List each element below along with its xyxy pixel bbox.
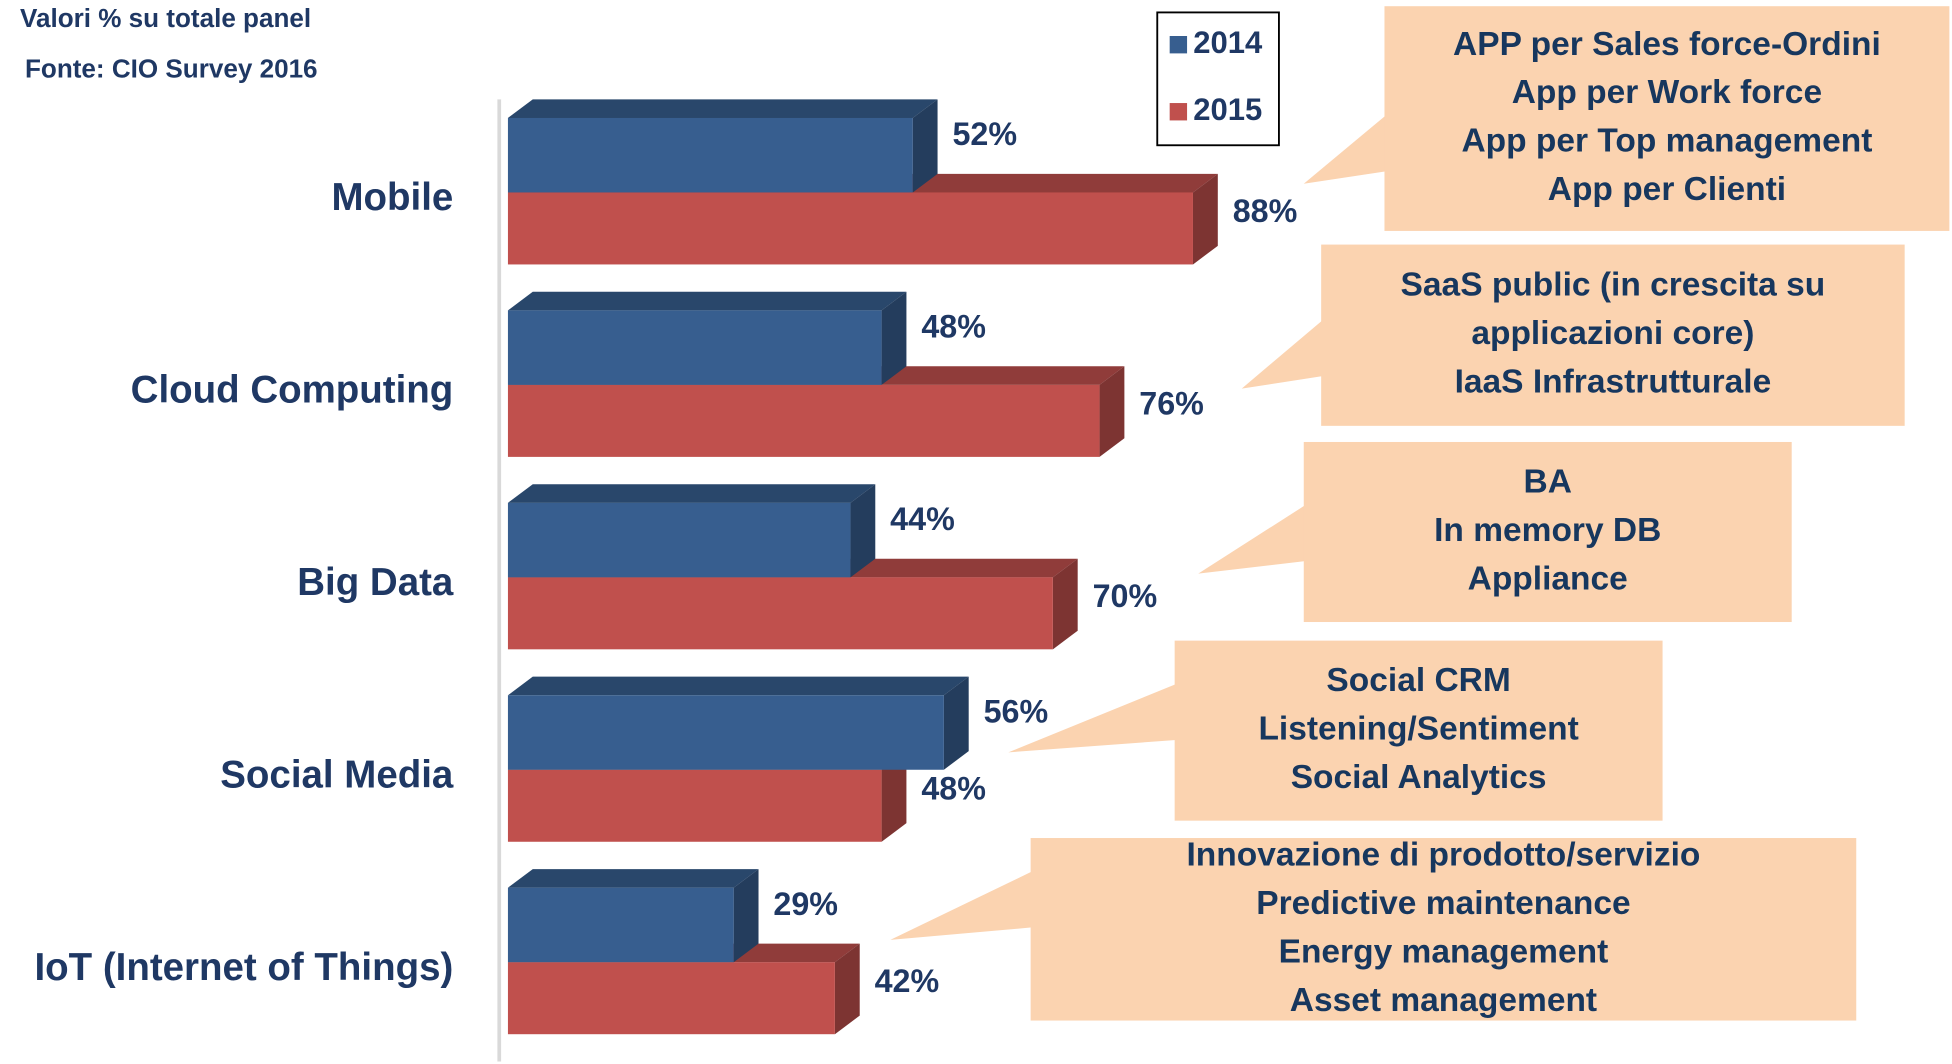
callout-text: SaaS public (in crescita su: [1401, 267, 1826, 304]
callout-text: APP per Sales force-Ordini: [1453, 26, 1881, 63]
bar-side: [1052, 558, 1078, 650]
callout-box: [1174, 640, 1663, 821]
bar-front: [507, 384, 1100, 457]
bar: [507, 291, 907, 385]
callout-text: Social CRM: [1326, 662, 1510, 699]
bar-front: [507, 769, 882, 842]
callout-pointer: [1198, 505, 1306, 574]
category-label: IoT (Internet of Things): [34, 946, 453, 989]
bar-side: [850, 484, 876, 578]
bar-side: [834, 943, 860, 1035]
value-label: 70%: [1093, 578, 1158, 614]
category-label: Big Data: [297, 561, 454, 604]
callout-text: App per Work force: [1512, 74, 1822, 111]
category-label: Social Media: [220, 753, 454, 796]
bar-top: [507, 291, 907, 311]
callout-box: [1303, 441, 1792, 623]
bar-top: [507, 99, 938, 118]
bar: [507, 99, 938, 193]
callout-text: Social Analytics: [1291, 759, 1547, 796]
callout-pointer: [890, 871, 1032, 940]
legend-label: 2014: [1193, 25, 1263, 60]
bar-top: [507, 484, 876, 503]
bar-side: [1192, 173, 1218, 265]
callout-pointer: [1303, 115, 1386, 184]
source: Fonte: CIO Survey 2016: [25, 54, 318, 84]
category-label: Mobile: [331, 176, 453, 219]
callout-text: Asset management: [1290, 982, 1597, 1019]
bar: [507, 484, 876, 578]
bar-side: [881, 751, 907, 842]
bar: [507, 676, 969, 770]
legend-box: [1156, 11, 1280, 147]
value-label: 29%: [773, 886, 838, 922]
callout-text: App per Top management: [1461, 123, 1872, 160]
bar-side: [1099, 366, 1125, 457]
bar-front: [507, 310, 882, 385]
value-label: 42%: [875, 963, 940, 999]
callout-box: [1384, 6, 1950, 231]
bar-top: [507, 676, 969, 696]
callout-text: App per Clienti: [1548, 171, 1786, 208]
bar-side: [733, 869, 759, 963]
callout-text: Listening/Sentiment: [1258, 711, 1578, 748]
bar-front: [507, 502, 851, 578]
bar-side: [912, 99, 938, 193]
bar-side: [881, 291, 907, 385]
bar-side: [943, 676, 969, 770]
callout-text: Predictive maintenance: [1256, 885, 1630, 922]
callout-pointer: [1008, 684, 1176, 753]
bar-front: [507, 192, 1193, 265]
bar-front: [507, 695, 944, 770]
callout-box: [1321, 244, 1905, 426]
callout-text: IaaS Infrastrutturale: [1455, 363, 1772, 400]
value-label: 52%: [952, 116, 1017, 152]
callout-text: applicazioni core): [1471, 315, 1754, 352]
category-label: Cloud Computing: [131, 368, 454, 411]
subtitle: Valori % su totale panel: [20, 3, 311, 33]
bar-front: [507, 887, 734, 963]
value-label: 48%: [921, 309, 986, 345]
callout-text: Energy management: [1279, 933, 1609, 970]
bar-front: [507, 117, 913, 193]
callout-text: Appliance: [1468, 560, 1628, 597]
bar-front: [507, 962, 835, 1035]
bar-front: [507, 577, 1053, 650]
bar: [507, 869, 759, 963]
value-label: 48%: [921, 770, 986, 806]
value-label: 88%: [1233, 193, 1298, 229]
value-label: 56%: [984, 693, 1049, 729]
callout-text: Innovazione di prodotto/servizio: [1186, 837, 1700, 874]
bar-top: [507, 869, 759, 888]
callout-text: BA: [1524, 463, 1572, 500]
legend-swatch: [1169, 36, 1188, 54]
value-label: 44%: [890, 501, 955, 537]
callout-pointer: [1241, 320, 1323, 389]
callout-text: In memory DB: [1434, 512, 1661, 549]
value-label: 76%: [1139, 386, 1204, 422]
callout-box: [1030, 838, 1857, 1021]
legend-label: 2015: [1193, 92, 1262, 127]
legend-swatch: [1169, 103, 1188, 121]
